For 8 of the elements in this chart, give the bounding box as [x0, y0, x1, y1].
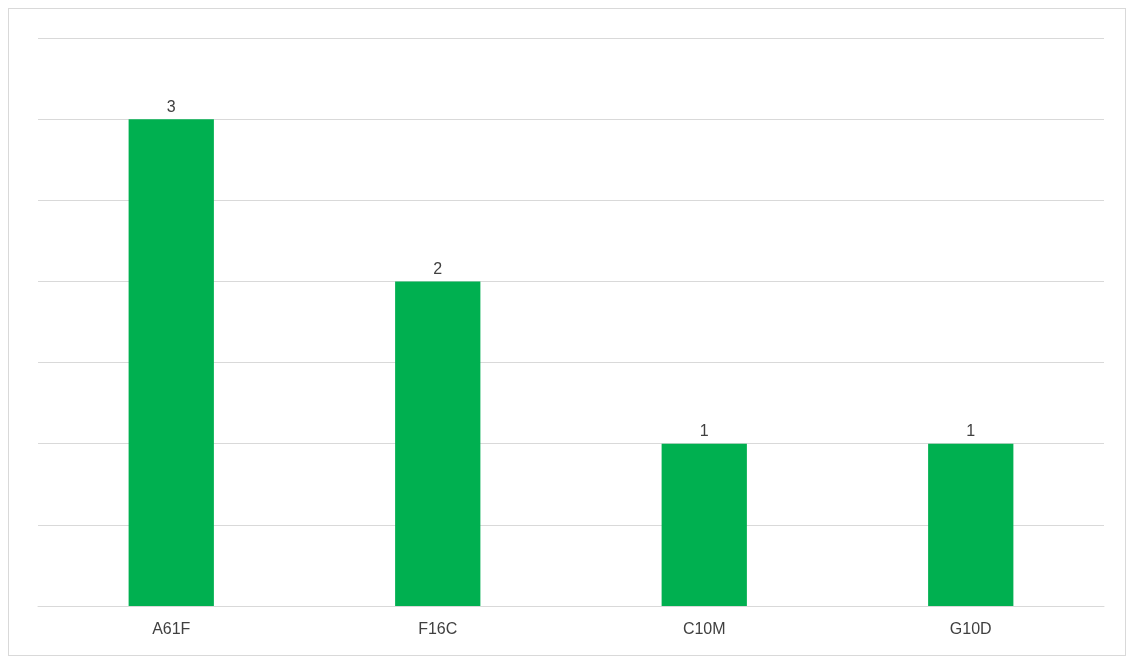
x-tick-label: C10M: [682, 619, 726, 637]
data-label: 1: [966, 422, 976, 440]
data-label: 3: [166, 97, 176, 115]
x-tick-label: F16C: [418, 619, 458, 637]
data-label: 2: [433, 259, 443, 277]
x-tick-label: G10D: [949, 619, 992, 637]
data-label: 1: [699, 422, 709, 440]
x-tick-label: A61F: [152, 619, 191, 637]
